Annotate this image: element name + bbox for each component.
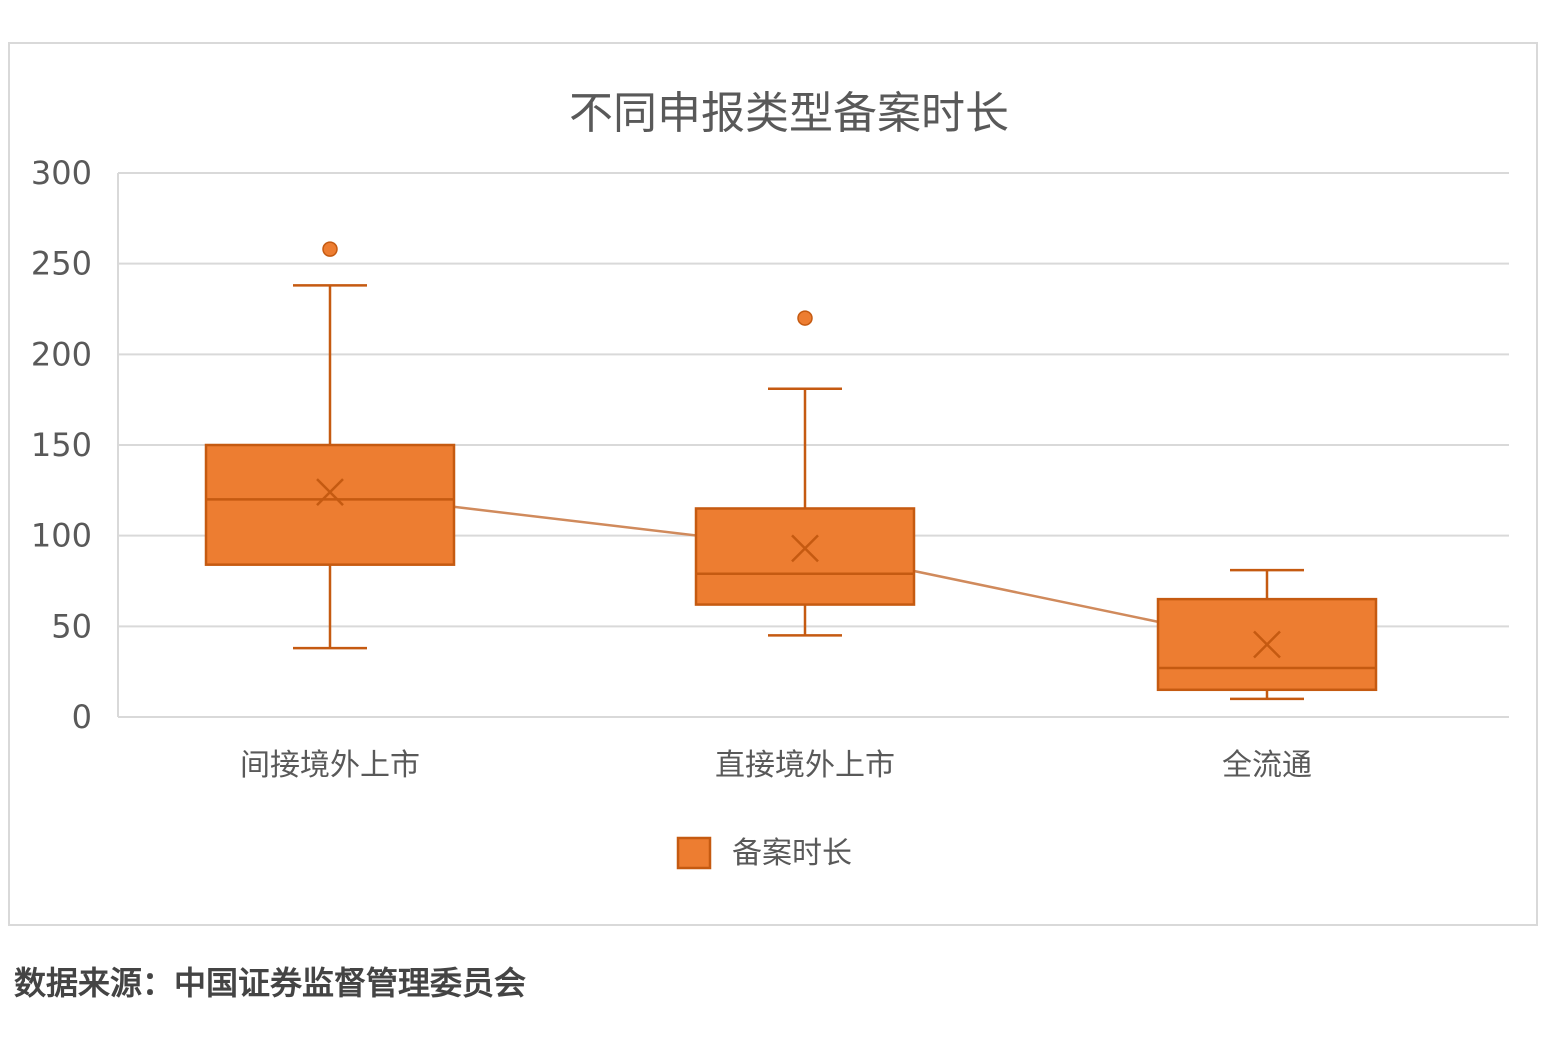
box-3 <box>1156 568 1378 701</box>
legend: 备案时长 <box>676 836 852 871</box>
y-tick-label: 250 <box>31 245 92 283</box>
y-tick-label: 200 <box>31 335 92 373</box>
source-note: 数据来源：中国证券监督管理委员会 <box>14 964 527 1002</box>
x-axis-ticks: 间接境外上市 直接境外上市 全流通 <box>240 748 1312 783</box>
box-1 <box>204 241 456 650</box>
mean-marker <box>791 534 819 563</box>
y-tick-label: 150 <box>31 426 92 464</box>
box-series <box>204 241 1378 701</box>
y-tick-label: 0 <box>72 698 92 736</box>
chart-title: 不同申报类型备案时长 <box>569 88 1009 139</box>
y-axis-ticks: 0 50 100 150 200 250 300 <box>31 154 92 736</box>
x-tick-label: 间接境外上市 <box>240 748 420 783</box>
outlier-point <box>322 241 338 257</box>
legend-label: 备案时长 <box>732 836 852 871</box>
y-tick-label: 50 <box>51 607 92 645</box>
x-tick-label: 全流通 <box>1222 748 1312 783</box>
box-2 <box>694 310 916 637</box>
y-tick-label: 100 <box>31 517 92 555</box>
mean-marker <box>1253 630 1281 659</box>
iqr-box <box>694 507 916 606</box>
iqr-box <box>204 443 456 566</box>
y-tick-label: 300 <box>31 154 92 192</box>
mean-marker <box>316 478 344 507</box>
legend-swatch <box>676 836 712 870</box>
x-tick-label: 直接境外上市 <box>715 748 895 783</box>
outlier-point <box>797 310 813 326</box>
